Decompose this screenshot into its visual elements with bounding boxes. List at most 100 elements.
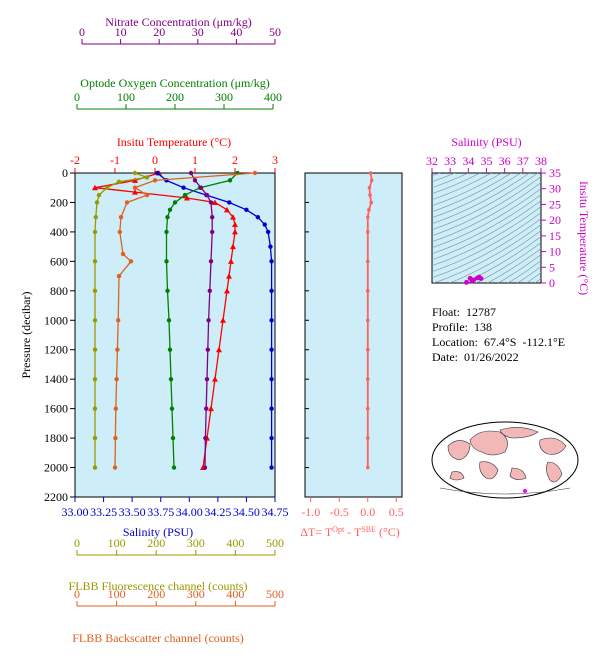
pressure-tick-label: 400 — [50, 225, 68, 239]
oxygen-data-point — [170, 435, 176, 441]
delta-t-data-point — [368, 171, 373, 175]
backscatter-data-point — [124, 200, 130, 205]
temperature-data-point — [232, 228, 238, 235]
backscatter-data-point — [114, 376, 119, 382]
fluorescence-data-point — [96, 192, 102, 198]
salinity-data-point — [244, 207, 249, 213]
ts-isopycnal-line — [432, 194, 541, 255]
ts-temperature-tick-label: 5 — [549, 260, 555, 274]
ts-isopycnal-line — [432, 173, 456, 183]
oxygen-data-point — [182, 192, 188, 198]
salinity-tick-label: 34.00 — [176, 505, 203, 519]
float-id-text: Float: 12787 — [432, 305, 497, 319]
delta-t-data-point — [365, 436, 370, 440]
fluorescence-tick-label: 0 — [74, 536, 80, 550]
map-landmass — [539, 437, 567, 455]
backscatter-data-point — [113, 406, 119, 411]
map-landmass — [449, 471, 465, 481]
oxygen-tick-label: 400 — [264, 90, 282, 104]
main-plot-area — [74, 172, 276, 498]
main-profile-panel: 0200400600800100012001400160018002000220… — [19, 15, 289, 645]
fluorescence-data-point — [92, 259, 98, 264]
ts-isopycnal-line — [463, 236, 541, 283]
pressure-tick-label: 1800 — [44, 431, 68, 445]
delta-t-tick-label: -0.5 — [330, 505, 349, 519]
fluorescence-series-line — [94, 172, 150, 468]
backscatter-data-point — [120, 251, 126, 257]
delta-t-data-point — [365, 259, 370, 264]
oxygen-data-point — [227, 178, 233, 183]
delta-t-tick-label: 0.0 — [360, 505, 375, 519]
fluorescence-data-point — [116, 179, 122, 185]
nitrate-data-point — [188, 170, 194, 176]
pressure-tick-label: 1200 — [44, 343, 68, 357]
ts-temperature-tick-label: 10 — [549, 245, 561, 259]
oxygen-series-line — [165, 172, 238, 468]
salinity-tick-label: 34.50 — [233, 505, 260, 519]
oxygen-data-point — [169, 406, 175, 411]
backscatter-tick-label: 500 — [266, 587, 284, 601]
fluorescence-tick-label: 400 — [226, 536, 244, 550]
backscatter-tick-label: 100 — [108, 587, 126, 601]
nitrate-data-point — [207, 288, 212, 294]
backscatter-data-point — [115, 347, 120, 352]
backscatter-series-line — [114, 172, 256, 468]
fluorescence-tick-label: 200 — [147, 536, 165, 550]
delta-t-panel: -1.0 -0.5 0.0 0.5 ΔT= TOpt - TSBE (°C) — [300, 171, 404, 539]
salinity-data-point — [155, 170, 160, 176]
fluorescence-data-point — [92, 229, 98, 235]
ts-isopycnal-line — [432, 173, 469, 189]
fluorescence-data-point — [93, 214, 99, 220]
location-text: Location: 67.4°S -112.1°E — [432, 335, 566, 349]
nitrate-data-point — [208, 200, 214, 205]
salinity-data-point — [268, 244, 273, 249]
delta-t-plot-area — [304, 172, 403, 498]
ts-isopycnal-line — [432, 173, 522, 219]
map-antarctica-edge — [439, 487, 571, 495]
temperature-axis-label: Insitu Temperature (°C) — [117, 135, 231, 149]
salinity-data-point — [181, 185, 186, 190]
ts-temperature-axis-label: Insitu Temperature (°C) — [577, 181, 591, 295]
map-landmass — [546, 461, 563, 483]
fluorescence-data-point — [92, 435, 98, 441]
pressure-tick-label: 800 — [50, 284, 68, 298]
temperature-data-point — [208, 405, 214, 412]
ts-isopycnal-line — [432, 188, 541, 249]
backscatter-data-point — [118, 214, 124, 220]
oxygen-data-point — [167, 347, 173, 352]
ts-isopycnal-line — [475, 242, 541, 283]
nitrate-tick-label: 50 — [269, 25, 281, 39]
backscatter-tick-label: 200 — [147, 587, 165, 601]
salinity-tick-label: 33.25 — [90, 505, 117, 519]
pressure-tick-label: 600 — [50, 254, 68, 268]
salinity-tick-label: 34.75 — [262, 505, 289, 519]
nitrate-data-point — [204, 192, 210, 198]
delta-t-tick-label: 0.5 — [389, 505, 404, 519]
delta-t-data-point — [365, 406, 370, 411]
backscatter-data-point — [152, 178, 158, 183]
salinity-data-point — [269, 318, 274, 323]
ts-isopycnal-line — [432, 173, 503, 207]
ts-isopycnal-line — [432, 212, 541, 273]
fluorescence-data-point — [92, 347, 98, 352]
fluorescence-data-point — [92, 406, 98, 411]
delta-t-tick-label: -1.0 — [301, 505, 320, 519]
delta-t-data-point — [365, 377, 370, 381]
temperature-data-point — [216, 346, 222, 353]
salinity-data-point — [262, 222, 267, 227]
fluorescence-tick-label: 100 — [108, 536, 126, 550]
backscatter-data-point — [128, 259, 134, 264]
salinity-data-point — [269, 465, 274, 470]
ts-temperature-tick-label: 35 — [549, 166, 561, 180]
delta-t-series-line — [366, 172, 373, 468]
temperature-data-point — [132, 189, 138, 195]
temperature-data-point — [230, 214, 236, 220]
ts-isopycnal-line — [433, 224, 541, 283]
ts-temperature-tick-label: 30 — [549, 182, 561, 196]
temperature-data-point — [232, 221, 238, 228]
delta-t-data-point — [365, 289, 370, 293]
nitrate-data-point — [204, 376, 210, 382]
salinity-data-point — [255, 214, 261, 220]
nitrate-tick-label: 30 — [192, 25, 204, 39]
